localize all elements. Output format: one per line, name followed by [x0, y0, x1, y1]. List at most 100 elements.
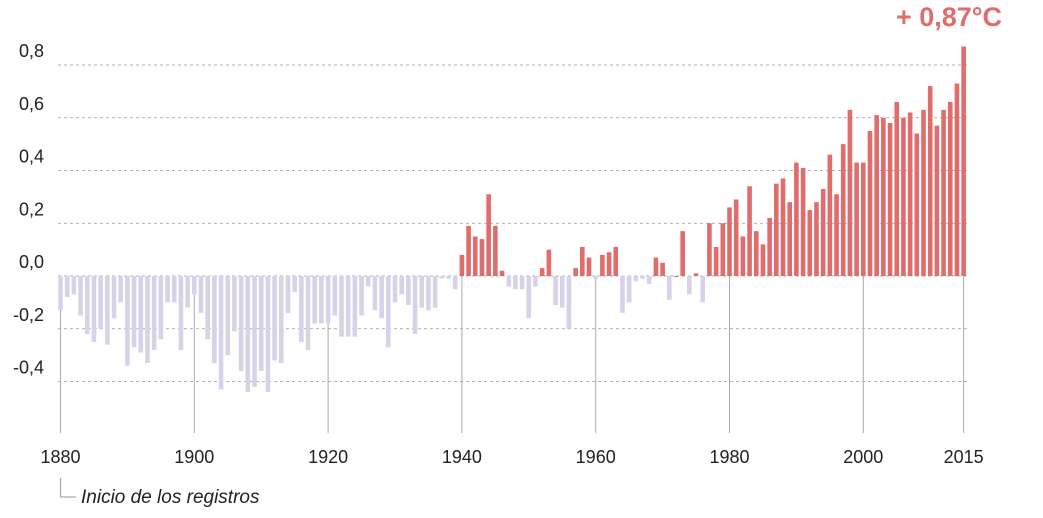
bar	[914, 133, 920, 276]
bar	[372, 276, 378, 311]
bar	[780, 178, 786, 276]
bar	[479, 239, 485, 276]
bar	[713, 246, 719, 276]
bar	[733, 199, 739, 276]
bar	[171, 276, 177, 303]
bar	[379, 276, 384, 319]
bar	[593, 276, 598, 279]
bar	[252, 276, 257, 387]
bar	[258, 276, 264, 371]
bar	[847, 109, 853, 276]
bar	[265, 276, 271, 393]
bar	[399, 276, 404, 295]
bar	[312, 276, 318, 324]
bar	[151, 276, 157, 350]
bar	[105, 276, 110, 345]
bar	[861, 162, 866, 276]
bar	[359, 276, 364, 316]
bar	[526, 276, 532, 319]
bar	[927, 86, 933, 276]
bar	[666, 276, 672, 300]
bar	[165, 276, 170, 303]
bar	[178, 276, 184, 350]
x-axis-tick-labels: 1880 1900 1920 1940 1960 1980 2000 2015	[40, 447, 983, 467]
bar	[78, 276, 83, 316]
bar	[827, 154, 833, 277]
start-note: Inicio de los registros	[81, 487, 260, 508]
bar	[319, 276, 324, 324]
bar	[934, 125, 940, 276]
bar	[700, 276, 706, 303]
bar	[345, 276, 351, 337]
bar	[272, 276, 277, 361]
y-tick-label: 0,4	[19, 147, 44, 167]
bar	[753, 231, 759, 276]
bar	[406, 276, 411, 306]
bar	[419, 276, 425, 308]
bar	[854, 162, 859, 276]
x-tick-label: 1900	[174, 447, 214, 467]
bar	[907, 112, 913, 276]
bar	[332, 276, 338, 316]
bar	[794, 162, 799, 276]
y-tick-label: 0,0	[19, 252, 44, 272]
bar	[894, 101, 900, 276]
bar	[446, 276, 451, 279]
bar	[459, 254, 465, 276]
x-tick-label: 2015	[944, 447, 984, 467]
bar	[192, 276, 197, 295]
bar	[158, 276, 164, 340]
bar	[232, 276, 237, 332]
bar	[720, 223, 726, 276]
bar	[225, 276, 231, 356]
bar	[499, 270, 505, 277]
bar	[961, 46, 966, 276]
bar	[352, 276, 358, 337]
bar	[954, 83, 960, 277]
bar	[131, 276, 137, 348]
y-tick-label: 0,2	[19, 199, 44, 219]
bar	[278, 276, 284, 364]
last-value-callout: + 0,87°C	[896, 2, 1002, 32]
bar	[452, 276, 458, 290]
bar	[533, 276, 538, 287]
bar	[64, 276, 70, 298]
bar	[760, 244, 766, 276]
bar	[472, 236, 478, 276]
bars	[58, 46, 966, 393]
x-tick-label: 1880	[40, 447, 80, 467]
bar	[867, 130, 873, 276]
bar	[820, 188, 826, 276]
bar	[620, 276, 625, 313]
bar	[138, 276, 144, 353]
y-axis-tick-labels: 0,8 0,6 0,4 0,2 0,0 -0,2 -0,4	[13, 41, 44, 378]
bar	[606, 252, 612, 276]
bar	[285, 276, 291, 313]
bar	[205, 276, 210, 340]
bar	[566, 276, 572, 329]
bar	[98, 276, 103, 329]
bar	[586, 257, 592, 276]
x-tick-label: 1940	[442, 447, 482, 467]
bar	[392, 276, 398, 303]
y-tick-label: -0,4	[13, 358, 44, 378]
x-tick-label: 2000	[843, 447, 883, 467]
bar	[707, 223, 712, 276]
bar	[800, 167, 806, 276]
bar	[84, 276, 90, 335]
bar	[506, 276, 512, 287]
bar	[245, 276, 251, 393]
bar	[834, 194, 839, 276]
bar	[546, 249, 552, 277]
bar	[687, 276, 692, 295]
bar	[580, 246, 585, 276]
bar	[774, 183, 779, 276]
bar	[145, 276, 150, 364]
x-tick-label: 1960	[576, 447, 616, 467]
y-tick-label: 0,6	[19, 94, 44, 114]
bar	[439, 276, 445, 279]
bar	[553, 276, 558, 306]
start-note-bracket	[59, 478, 76, 498]
bar	[299, 276, 304, 342]
